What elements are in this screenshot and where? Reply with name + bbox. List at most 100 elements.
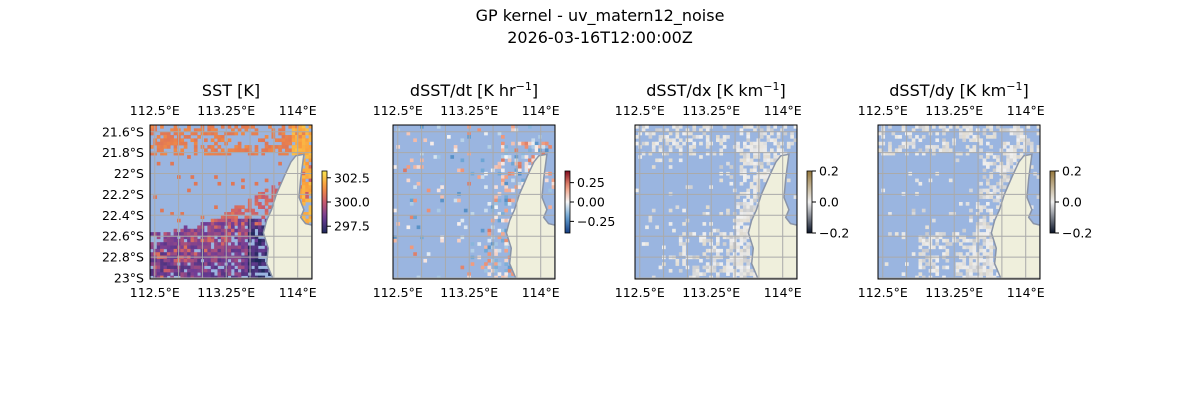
data-cell	[241, 185, 245, 189]
data-cell	[494, 205, 498, 209]
data-cell	[689, 151, 693, 156]
data-cell	[254, 148, 259, 153]
data-cell	[271, 148, 276, 153]
data-cell	[979, 268, 983, 273]
data-cell	[244, 148, 249, 153]
data-cell	[163, 265, 168, 270]
data-cell	[150, 125, 154, 129]
data-cell	[278, 145, 282, 149]
data-cell	[271, 135, 276, 139]
data-cell	[982, 225, 987, 230]
data-cell	[413, 185, 417, 189]
data-cell	[241, 178, 245, 183]
data-cell	[524, 168, 529, 173]
data-cell	[217, 275, 222, 279]
data-cell	[935, 242, 940, 246]
data-cell	[972, 135, 977, 139]
data-cell	[756, 148, 761, 153]
data-cell	[739, 262, 744, 266]
data-cell	[160, 275, 164, 279]
data-cell	[264, 188, 269, 193]
data-cell	[722, 265, 727, 270]
data-cell	[719, 262, 724, 266]
data-cell	[416, 225, 421, 230]
data-cell	[501, 275, 505, 279]
data-cell	[739, 248, 744, 253]
data-cell	[487, 232, 492, 236]
data-cell	[217, 228, 222, 233]
data-cell	[945, 141, 950, 146]
data-cell	[655, 225, 659, 230]
title-superscript: −1	[763, 80, 779, 93]
data-cell	[180, 245, 185, 250]
data-cell	[281, 135, 286, 139]
data-cell	[689, 131, 693, 136]
data-cell	[719, 141, 724, 146]
data-cell	[749, 272, 754, 276]
data-cell	[220, 228, 225, 233]
data-cell	[210, 128, 215, 132]
data-cell	[190, 268, 195, 273]
data-cell	[241, 212, 245, 216]
data-cell	[921, 248, 926, 253]
data-cell	[992, 135, 997, 139]
data-cell	[678, 138, 683, 143]
data-cell	[494, 275, 498, 279]
data-cell	[150, 258, 154, 263]
data-cell	[190, 272, 195, 276]
data-cell	[156, 235, 161, 240]
data-cell	[403, 168, 407, 173]
data-cell	[258, 228, 262, 233]
data-cell	[204, 131, 208, 136]
data-cell	[254, 242, 259, 246]
data-cell	[241, 242, 245, 246]
data-cell	[511, 272, 515, 276]
data-cell	[156, 232, 161, 236]
data-cell	[173, 232, 178, 236]
data-cell	[241, 235, 245, 240]
data-cell	[210, 228, 215, 233]
data-cell	[969, 138, 973, 143]
data-cell	[962, 238, 967, 243]
data-cell	[746, 175, 751, 179]
data-cell	[986, 262, 990, 266]
data-cell	[258, 262, 262, 266]
data-cell	[743, 145, 747, 149]
data-cell	[918, 138, 923, 143]
data-cell	[160, 148, 164, 153]
data-cell	[261, 225, 266, 230]
data-cell	[204, 268, 208, 273]
data-cell	[651, 131, 656, 136]
data-cell	[501, 232, 505, 236]
data-cell	[996, 198, 1000, 203]
data-cell	[986, 242, 990, 246]
x-tick-label-bottom: 113.25°E	[197, 285, 255, 300]
data-cell	[1009, 131, 1014, 136]
data-cell	[1006, 158, 1010, 163]
data-cell	[197, 128, 201, 132]
data-cell	[1002, 145, 1007, 149]
data-cell	[743, 248, 747, 253]
data-cell	[699, 155, 703, 159]
data-cell	[878, 148, 882, 153]
data-cell	[308, 138, 312, 143]
data-cell	[301, 181, 306, 186]
data-cell	[254, 275, 259, 279]
data-cell	[214, 222, 218, 226]
panel-title: dSST/dt [K hr−1]	[410, 80, 538, 101]
data-cell	[743, 155, 747, 159]
data-cell	[531, 141, 536, 146]
data-cell	[945, 242, 950, 246]
data-cell	[763, 141, 767, 146]
x-tick-label-top: 112.5°E	[130, 103, 180, 118]
data-cell	[214, 151, 218, 156]
data-cell	[207, 272, 212, 276]
data-cell	[305, 212, 309, 216]
x-tick-label-bottom: 112.5°E	[130, 285, 180, 300]
data-cell	[759, 161, 764, 166]
data-cell	[463, 225, 468, 230]
data-cell	[234, 145, 239, 149]
data-cell	[261, 248, 266, 253]
data-cell	[982, 242, 987, 246]
data-cell	[227, 228, 232, 233]
